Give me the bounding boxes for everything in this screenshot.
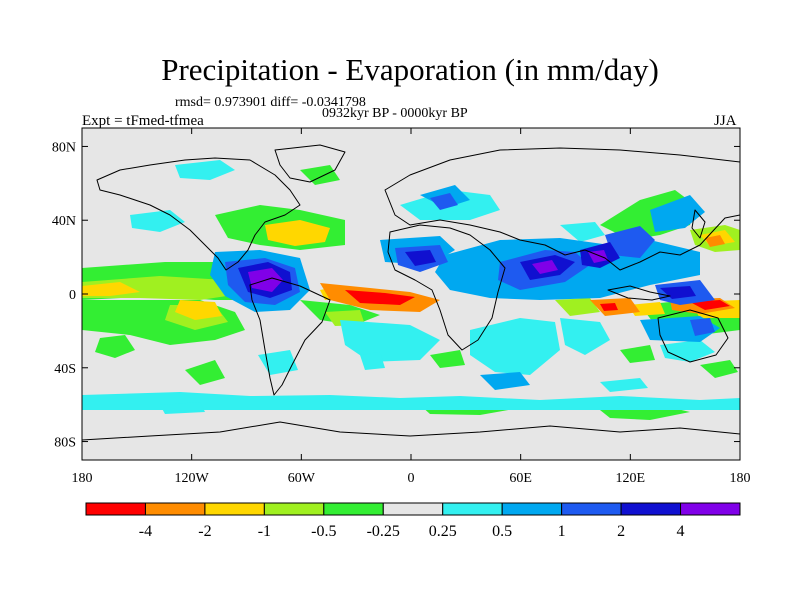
- lon-tick-label: 120W: [175, 471, 210, 486]
- colorbar-swatch: [85, 502, 146, 516]
- colorbar-label: -0.5: [311, 523, 336, 540]
- colorbar-swatch: [680, 502, 741, 516]
- coast-greenland: [274, 144, 346, 183]
- colorbar-label: 0.25: [429, 523, 457, 540]
- lon-tick-label: 0: [408, 471, 415, 486]
- colorbar-swatch: [204, 502, 265, 516]
- lat-tick-label: 40N: [52, 214, 76, 229]
- season-label: JJA: [714, 113, 737, 129]
- field-slight-positive: [82, 160, 740, 414]
- coast-europe-asia: [384, 147, 740, 271]
- lat-tick-label: 0: [69, 288, 76, 303]
- colorbar-swatch: [144, 502, 206, 516]
- colorbar-swatch: [442, 502, 503, 516]
- colorbar-label: -2: [198, 523, 211, 540]
- lon-tick-label: 60E: [509, 471, 532, 486]
- colorbar-label: -0.25: [367, 523, 400, 540]
- lat-tick-label: 80S: [54, 436, 76, 451]
- longitude-axis: 180 120W 60W 0 60E 120E 180: [72, 128, 751, 486]
- colorbar-label: 4: [677, 523, 685, 540]
- coast-africa: [387, 224, 506, 351]
- lat-tick-label: 80N: [52, 140, 76, 155]
- lon-tick-label: 60W: [288, 471, 316, 486]
- lat-tick-label: 40S: [54, 362, 76, 377]
- pe-field: [82, 128, 740, 460]
- map-title: Precipitation - Evaporation (in mm/day): [161, 52, 659, 87]
- colorbar-swatch: [263, 502, 325, 516]
- experiment-label: Expt = tFmed-tfmea: [82, 113, 204, 129]
- colorbar-label: 1: [558, 523, 566, 540]
- coast-australia: [657, 309, 729, 363]
- coast-south-america: [249, 277, 331, 396]
- coast-japan: [691, 209, 706, 239]
- lon-tick-label: 120E: [616, 471, 646, 486]
- colorbar-label: -4: [139, 523, 152, 540]
- colorbar-swatch: [382, 502, 444, 516]
- colorbar-swatch: [561, 502, 622, 516]
- lon-tick-label: 180: [72, 471, 93, 486]
- coast-antarctica: [82, 421, 740, 441]
- colorbar-swatch: [323, 502, 384, 516]
- colorbar-label: 2: [617, 523, 625, 540]
- colorbar: -4 -2 -1 -0.5 -0.25 0.25 0.5 1 2 4: [85, 502, 741, 540]
- colorbar-swatch: [620, 502, 682, 516]
- coast-north-america: [96, 157, 301, 271]
- lon-tick-label: 180: [730, 471, 751, 486]
- colorbar-label: -1: [258, 523, 271, 540]
- colorbar-swatch: [501, 502, 563, 516]
- colorbar-label: 0.5: [492, 523, 512, 540]
- stats-label: rmsd= 0.973901 diff= -0.0341798: [175, 95, 366, 110]
- period-label: 0932kyr BP - 0000kyr BP: [322, 106, 468, 121]
- coastlines: [82, 144, 740, 441]
- latitude-axis: 80N 40N 0 40S 80S: [52, 140, 740, 451]
- coast-indonesia: [607, 285, 671, 301]
